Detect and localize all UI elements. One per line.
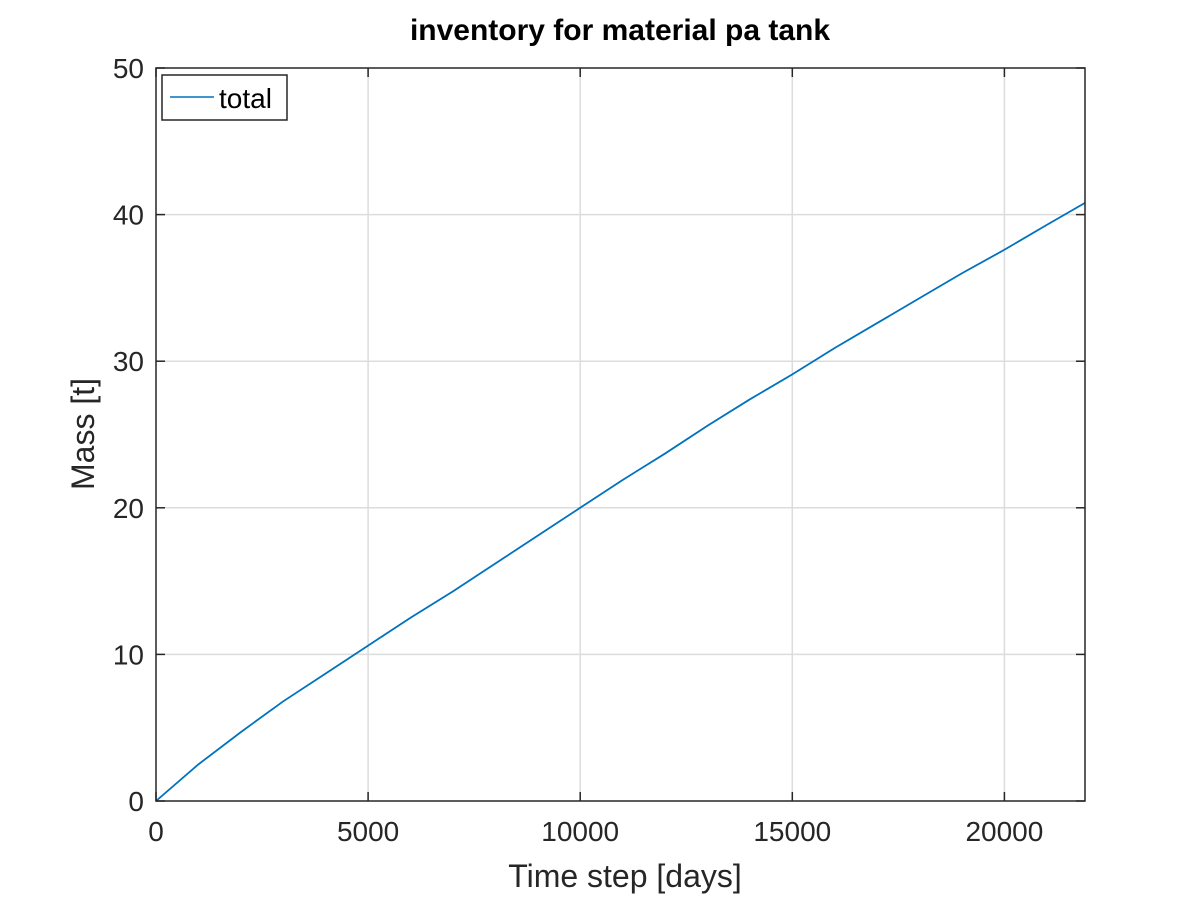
plot-area	[156, 68, 1085, 801]
y-tick-label: 50	[113, 53, 144, 84]
y-tick-label: 10	[113, 639, 144, 670]
series-lines	[155, 202, 1086, 802]
x-axis-label: Time step [days]	[508, 858, 742, 894]
tick-labels: 0 5000 10000 15000 20000 0 10 20 30 40 50	[113, 53, 1043, 847]
y-axis-label: Mass [t]	[65, 378, 101, 490]
x-tick-label: 10000	[541, 816, 619, 847]
legend-label-total: total	[219, 83, 272, 114]
y-tick-label: 0	[128, 786, 144, 817]
y-tick-label: 30	[113, 346, 144, 377]
y-tick-label: 40	[113, 200, 144, 231]
axis-ticks	[155, 67, 1085, 802]
plot-frame	[155, 67, 1086, 802]
x-tick-label: 15000	[753, 816, 831, 847]
series-line-total	[155, 202, 1086, 802]
grid-lines	[156, 68, 1085, 801]
x-tick-label: 0	[148, 816, 164, 847]
chart-title: inventory for material pa tank	[410, 14, 830, 47]
x-tick-label: 5000	[337, 816, 399, 847]
y-tick-label: 20	[113, 493, 144, 524]
legend: total	[161, 74, 288, 121]
x-tick-label: 20000	[965, 816, 1043, 847]
